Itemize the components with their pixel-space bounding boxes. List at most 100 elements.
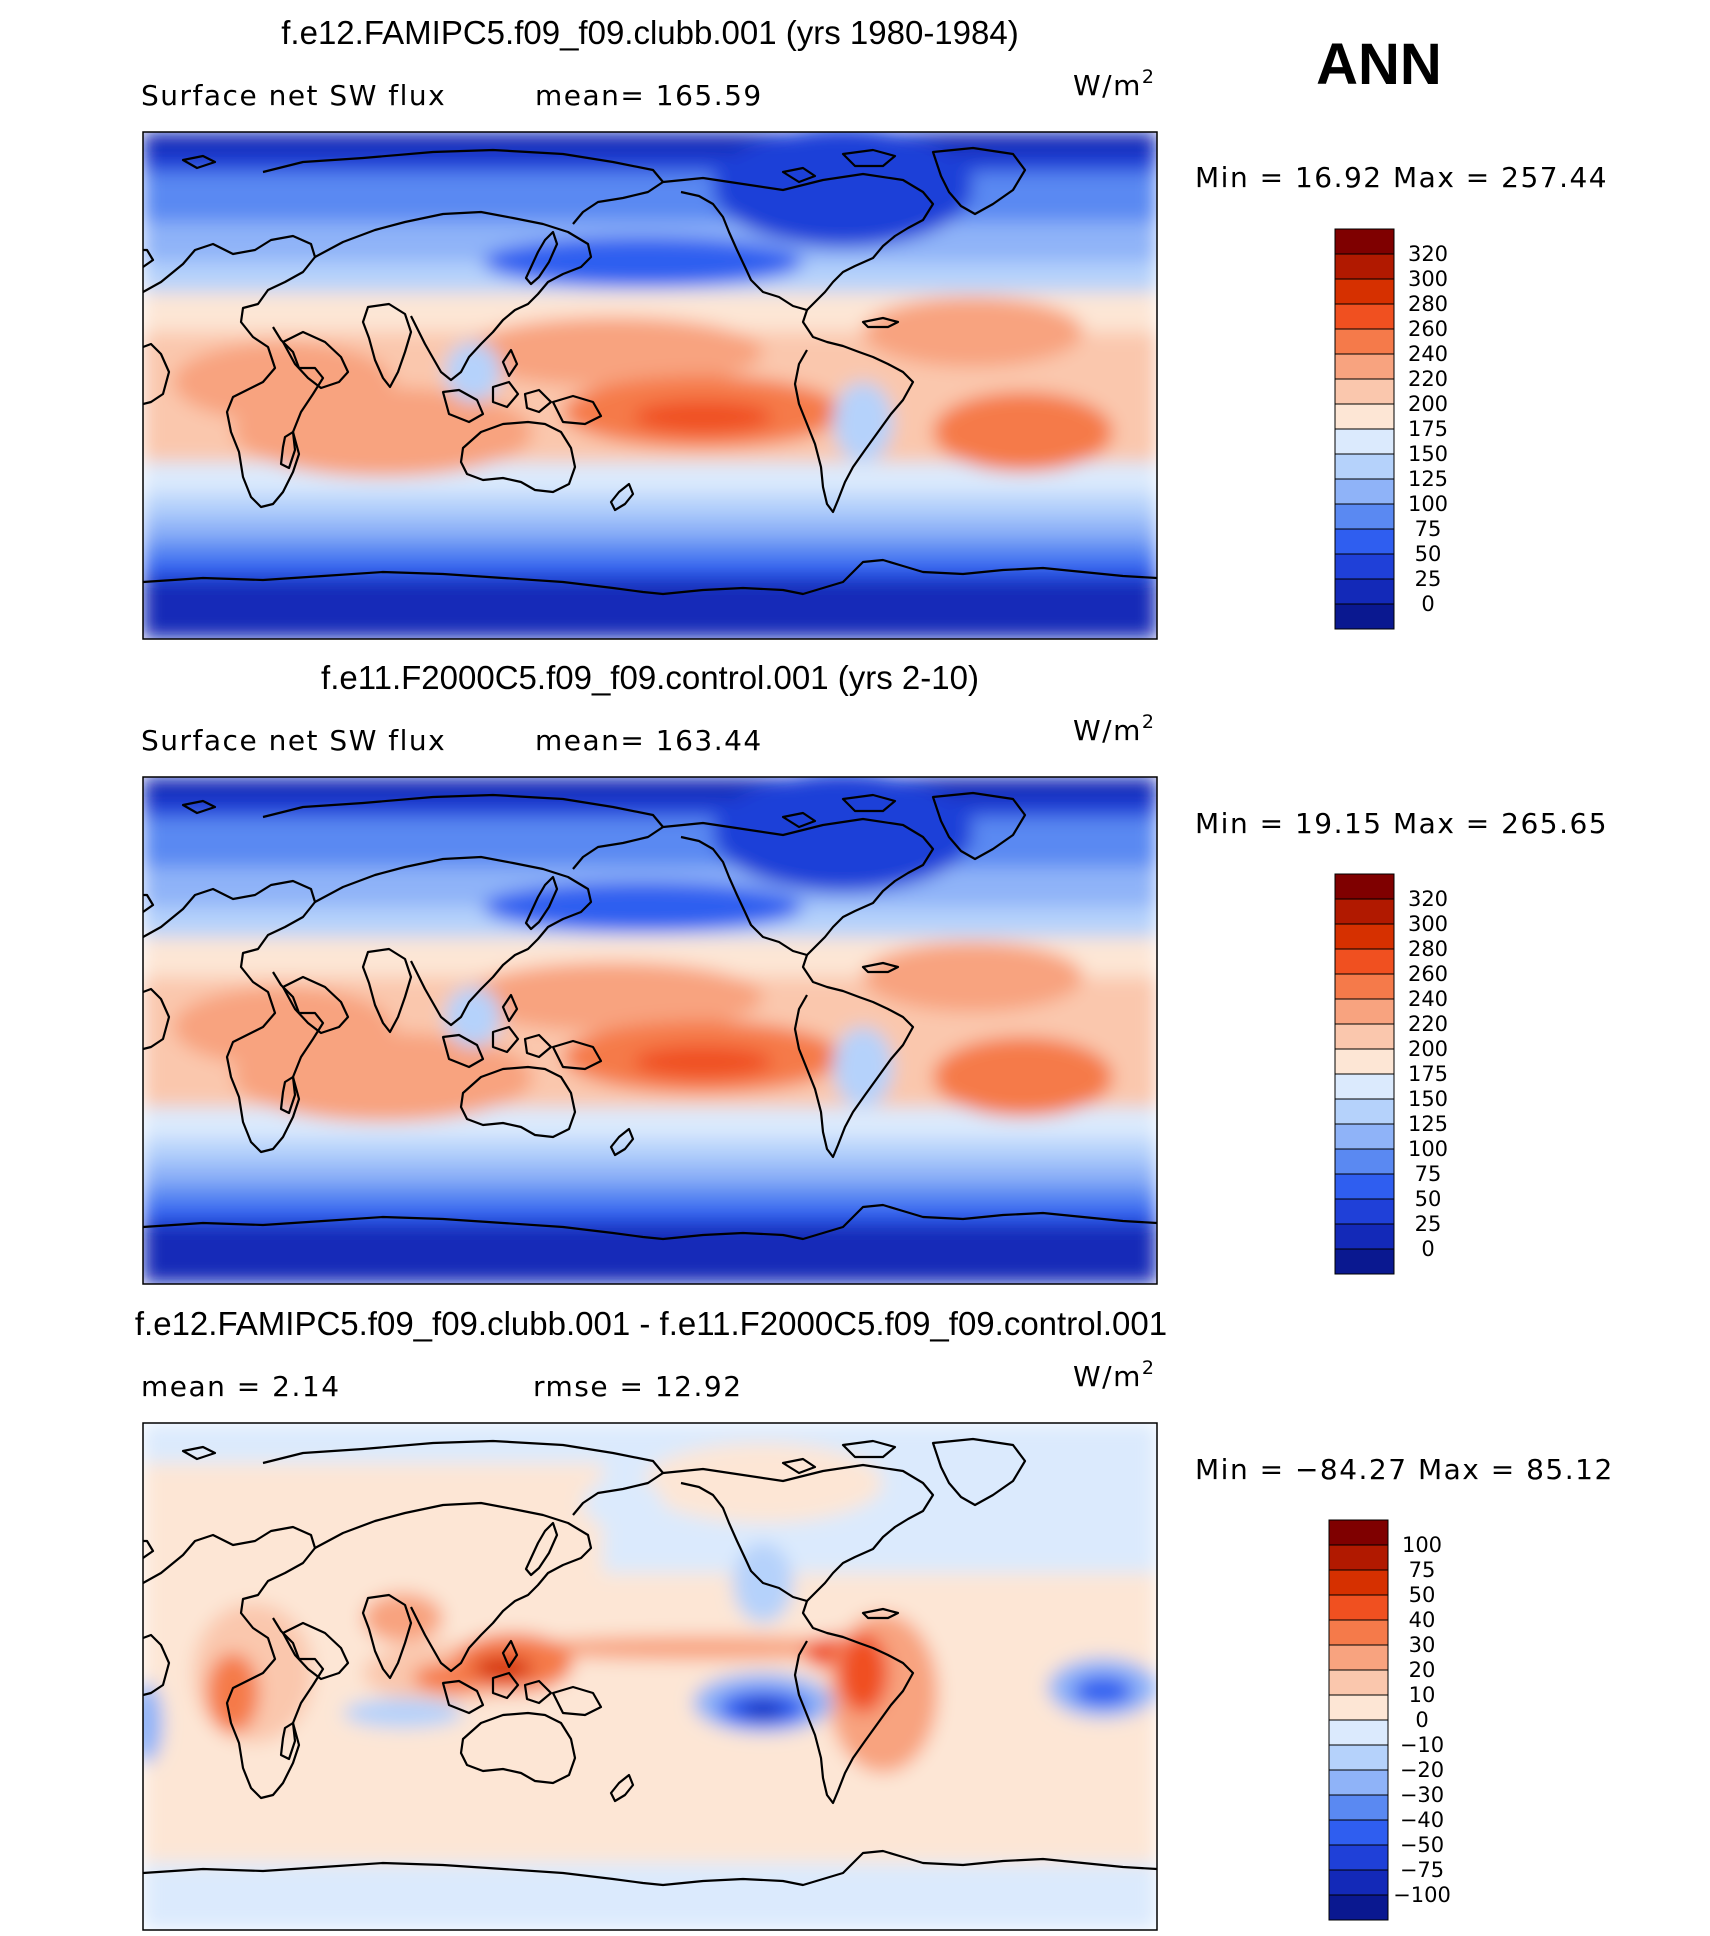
colorbar-swatch [1334, 1123, 1395, 1150]
colorbar-tick-label: 260 [1408, 317, 1448, 341]
map-frame [142, 776, 1158, 1285]
colorbar-swatch [1334, 478, 1395, 505]
colorbar-tick-label: 20 [1409, 1658, 1436, 1682]
colorbar-swatch [1328, 1894, 1389, 1921]
colorbar-tick-label: 260 [1408, 962, 1448, 986]
colorbar-swatch [1334, 1173, 1395, 1200]
colorbar-swatch [1328, 1844, 1389, 1871]
colorbar-swatch [1334, 253, 1395, 280]
colorbar-swatch [1328, 1694, 1389, 1721]
colorbar-swatch [1334, 353, 1395, 380]
min-max-label: Min = −84.27 Max = 85.12 [1195, 1453, 1614, 1486]
colorbar-swatch [1328, 1869, 1389, 1896]
colorbar-tick-label: −50 [1400, 1833, 1444, 1857]
colorbar-swatch [1328, 1594, 1389, 1621]
colorbar-swatch [1334, 228, 1395, 255]
colorbar-tick-label: 50 [1415, 542, 1442, 566]
map-field [143, 1423, 1157, 1930]
colorbar-tick-label: 200 [1408, 1037, 1448, 1061]
colorbar-tick-label: 30 [1409, 1633, 1436, 1657]
colorbar-tick-label: 100 [1402, 1533, 1442, 1557]
colorbar-swatch [1328, 1819, 1389, 1846]
colorbar-swatch [1334, 278, 1395, 305]
colorbar-tick-label: −10 [1400, 1733, 1444, 1757]
colorbar-swatch [1334, 1148, 1395, 1175]
colorbar-tick-label: −40 [1400, 1808, 1444, 1832]
units-label: W/m2 [1073, 1357, 1156, 1393]
colorbar-tick-label: 175 [1408, 1062, 1448, 1086]
units-label: W/m2 [1073, 66, 1156, 102]
colorbar-swatch [1328, 1519, 1389, 1546]
colorbar-tick-label: 300 [1408, 912, 1448, 936]
colorbar-tick-label: 10 [1409, 1683, 1436, 1707]
colorbar-swatch [1334, 998, 1395, 1025]
map-frame [142, 1422, 1158, 1931]
colorbar-swatch [1334, 1248, 1395, 1275]
colorbar-swatch [1334, 1048, 1395, 1075]
season-label: ANN [1316, 32, 1442, 97]
colorbar-swatch [1334, 973, 1395, 1000]
colorbar-tick-label: 25 [1415, 567, 1442, 591]
panel-control: f.e11.F2000C5.f09_f09.control.001 (yrs 2… [141, 659, 1607, 1285]
mean-label: mean = 2.14 [141, 1370, 341, 1403]
colorbar-tick-label: 100 [1408, 1137, 1448, 1161]
colorbar-swatch [1328, 1719, 1389, 1746]
colorbar-swatch [1334, 923, 1395, 950]
colorbar-swatch [1328, 1544, 1389, 1571]
colorbar-tick-label: 175 [1408, 417, 1448, 441]
colorbar-tick-label: 150 [1408, 442, 1448, 466]
variable-label: Surface net SW flux [141, 79, 446, 112]
rmse-label: rmse = 12.92 [533, 1370, 743, 1403]
colorbar-tick-label: 300 [1408, 267, 1448, 291]
colorbar-tick-label: 40 [1409, 1608, 1436, 1632]
colorbar-swatch [1334, 1223, 1395, 1250]
colorbar-swatch [1328, 1619, 1389, 1646]
panel-title: f.e11.F2000C5.f09_f09.control.001 (yrs 2… [321, 659, 979, 696]
map-field [143, 777, 1157, 1284]
colorbar-swatch [1334, 1073, 1395, 1100]
colorbar-swatch [1334, 378, 1395, 405]
colorbar-swatch [1334, 303, 1395, 330]
mean-label: mean= 163.44 [535, 724, 763, 757]
colorbar-swatch [1328, 1769, 1389, 1796]
colorbar-tick-label: 0 [1415, 1708, 1428, 1732]
colorbar-tick-label: 0 [1421, 1237, 1434, 1261]
colorbar-swatch [1328, 1744, 1389, 1771]
colorbar-tick-label: 320 [1408, 887, 1448, 911]
colorbar-swatch [1334, 873, 1395, 900]
colorbar-tick-label: 280 [1408, 292, 1448, 316]
panel-difference: f.e12.FAMIPC5.f09_f09.clubb.001 - f.e11.… [135, 1305, 1614, 1931]
colorbar-tick-label: −20 [1400, 1758, 1444, 1782]
colorbar-swatch [1334, 553, 1395, 580]
panel-title: f.e12.FAMIPC5.f09_f09.clubb.001 (yrs 198… [281, 14, 1018, 51]
panel-model: f.e12.FAMIPC5.f09_f09.clubb.001 (yrs 198… [141, 14, 1607, 640]
colorbar-tick-label: 100 [1408, 492, 1448, 516]
colorbar-tick-label: 75 [1415, 1162, 1442, 1186]
colorbar-swatch [1334, 898, 1395, 925]
colorbar-tick-label: 125 [1408, 467, 1448, 491]
colorbar-swatch [1334, 528, 1395, 555]
panel-title: f.e12.FAMIPC5.f09_f09.clubb.001 - f.e11.… [135, 1305, 1167, 1342]
map-frame [142, 131, 1158, 640]
colorbar-swatch [1334, 428, 1395, 455]
colorbar-tick-label: 240 [1408, 342, 1448, 366]
colorbar-tick-label: 220 [1408, 367, 1448, 391]
colorbar-swatch [1334, 578, 1395, 605]
colorbar-tick-label: 150 [1408, 1087, 1448, 1111]
colorbar-tick-label: −100 [1393, 1883, 1451, 1907]
colorbar-swatch [1334, 403, 1395, 430]
colorbar-tick-label: −75 [1400, 1858, 1444, 1882]
map-field [143, 132, 1157, 639]
colorbar-swatch [1334, 948, 1395, 975]
colorbar-swatch [1334, 453, 1395, 480]
colorbar-swatch [1334, 603, 1395, 630]
colorbar-tick-label: −30 [1400, 1783, 1444, 1807]
colorbar-swatch [1334, 1198, 1395, 1225]
units-label: W/m2 [1073, 711, 1156, 747]
colorbar-tick-label: 200 [1408, 392, 1448, 416]
colorbar-tick-label: 280 [1408, 937, 1448, 961]
colorbar-swatch [1334, 1023, 1395, 1050]
mean-label: mean= 165.59 [535, 79, 763, 112]
variable-label: Surface net SW flux [141, 724, 446, 757]
